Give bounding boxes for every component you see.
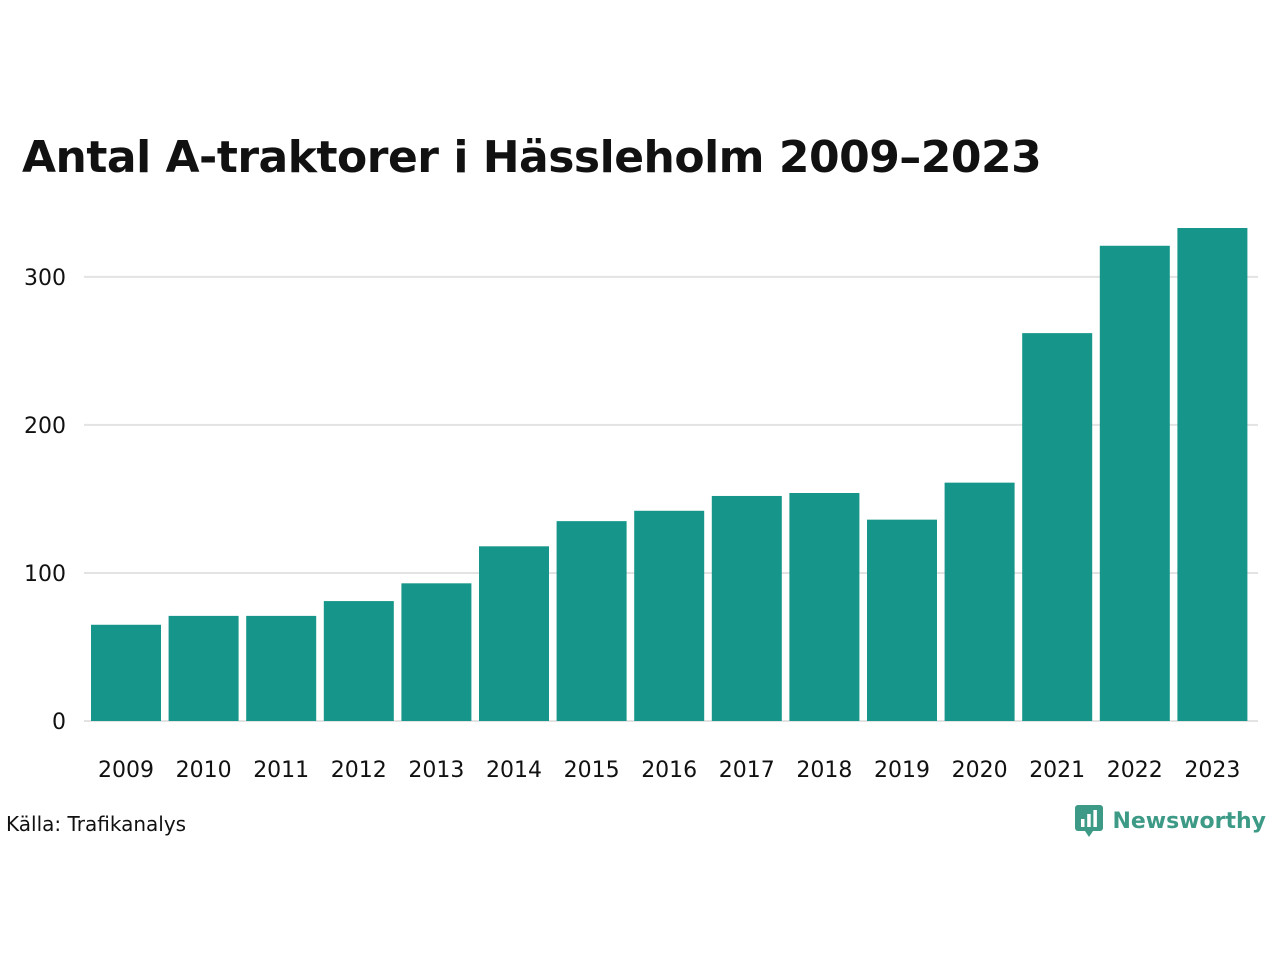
x-tick-label: 2013 [408, 758, 464, 783]
x-tick-label: 2018 [796, 758, 852, 783]
x-tick-label: 2019 [874, 758, 930, 783]
bar-2017 [711, 495, 782, 721]
newsworthy-icon [1075, 805, 1104, 837]
y-tick-label: 100 [24, 562, 66, 587]
bar-2016 [634, 510, 705, 721]
bar-2015 [556, 521, 627, 721]
x-tick-label: 2015 [564, 758, 620, 783]
bar-2014 [479, 546, 549, 721]
x-tick-label: 2017 [719, 758, 775, 783]
brand-name: Newsworthy [1112, 808, 1266, 834]
x-tick-label: 2010 [176, 758, 232, 783]
y-tick-label: 0 [52, 710, 66, 735]
brand-logo: Newsworthy [1074, 804, 1266, 838]
bar-2022 [1099, 245, 1170, 722]
x-tick-label: 2012 [331, 758, 387, 783]
bar-2009 [91, 624, 161, 721]
y-tick-label: 300 [24, 266, 66, 291]
x-tick-label: 2020 [952, 758, 1008, 783]
bars [91, 228, 1248, 722]
bar-2021 [1022, 333, 1093, 721]
x-tick-label: 2021 [1029, 758, 1085, 783]
x-tick-label: 2011 [253, 758, 309, 783]
bar-2019 [867, 519, 937, 721]
bar-2023 [1177, 228, 1248, 721]
bar-2011 [246, 615, 317, 721]
bar-2012 [323, 601, 394, 721]
bar-2013 [401, 583, 472, 721]
x-tick-label: 2022 [1107, 758, 1163, 783]
x-tick-label: 2016 [641, 758, 697, 783]
x-tick-label: 2014 [486, 758, 542, 783]
y-axis-ticks: 0 100 200 300 [24, 266, 66, 735]
x-tick-label: 2023 [1184, 758, 1240, 783]
x-tick-label: 2009 [98, 758, 154, 783]
x-axis-ticks: 2009 2010 2011 2012 2013 2014 2015 2016 2017 2018… [98, 758, 1240, 783]
bar-2010 [168, 615, 239, 721]
chart-title: Antal A-traktorer i Hässleholm 2009–2023 [22, 132, 1042, 183]
bar-2020 [944, 482, 1015, 721]
bar-2018 [789, 493, 860, 721]
source-note: Källa: Trafikanalys [6, 812, 187, 836]
y-tick-label: 200 [24, 414, 66, 439]
